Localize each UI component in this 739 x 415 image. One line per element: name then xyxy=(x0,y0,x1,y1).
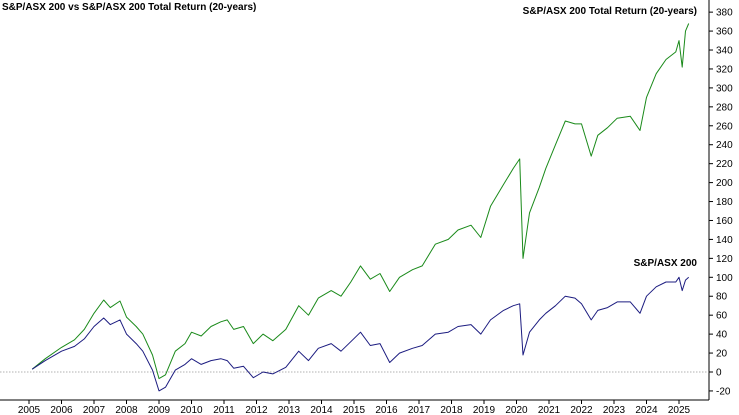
series-label-index: S&P/ASX 200 xyxy=(634,258,698,269)
x-tick-label: 2023 xyxy=(603,405,626,415)
x-tick-label: 2013 xyxy=(278,405,301,415)
series-line-index xyxy=(31,276,690,392)
y-tick-label: 320 xyxy=(716,64,733,75)
y-tick-label: 280 xyxy=(716,102,733,113)
y-tick-label: 340 xyxy=(716,46,733,57)
y-tick-label: 200 xyxy=(716,178,733,189)
x-tick-label: 2010 xyxy=(180,405,203,415)
series-lines xyxy=(31,23,690,392)
chart-title: S&P/ASX 200 vs S&P/ASX 200 Total Return … xyxy=(2,2,256,13)
y-tick-label: 220 xyxy=(716,159,733,170)
y-tick-label: 380 xyxy=(716,8,733,19)
x-tick-label: 2011 xyxy=(213,405,235,415)
y-tick-label: 0 xyxy=(716,368,722,379)
x-tick-label: 2009 xyxy=(148,405,171,415)
y-tick-label: 60 xyxy=(716,311,728,322)
y-tick-label: 140 xyxy=(716,235,733,246)
y-axis-ticks: -20 0 20 40 60 80 100 120 140 160 180 200 220 240 260 2… xyxy=(709,8,733,397)
x-tick-label: 2014 xyxy=(310,405,333,415)
y-tick-label: 120 xyxy=(716,254,733,265)
x-tick-label: 2006 xyxy=(50,405,73,415)
x-tick-label: 2021 xyxy=(538,405,561,415)
x-tick-label: 2016 xyxy=(375,405,398,415)
x-tick-label: 2018 xyxy=(440,405,463,415)
y-tick-label: 40 xyxy=(716,330,728,341)
x-axis-ticks: 2005 2006 2007 2008 2009 2010 2011 2012 2013 2014… xyxy=(18,400,691,415)
x-tick-label: 2012 xyxy=(245,405,268,415)
x-tick-label: 2017 xyxy=(408,405,431,415)
y-tick-label: 360 xyxy=(716,27,733,38)
x-tick-label: 2008 xyxy=(115,405,138,415)
y-tick-label: 80 xyxy=(716,292,728,303)
y-tick-label: -20 xyxy=(716,386,731,397)
y-tick-label: 180 xyxy=(716,197,733,208)
y-tick-label: 300 xyxy=(716,83,733,94)
y-tick-label: 100 xyxy=(716,273,733,284)
x-tick-label: 2019 xyxy=(473,405,496,415)
x-tick-label: 2020 xyxy=(505,405,528,415)
y-tick-label: 20 xyxy=(716,349,728,360)
x-tick-label: 2005 xyxy=(18,405,41,415)
y-tick-label: 160 xyxy=(716,216,733,227)
x-tick-label: 2024 xyxy=(635,405,658,415)
series-label-total-return: S&P/ASX 200 Total Return (20-years) xyxy=(523,6,697,17)
y-tick-label: 260 xyxy=(716,121,733,132)
y-tick-label: 240 xyxy=(716,140,733,151)
x-tick-label: 2015 xyxy=(343,405,366,415)
series-line-total-return xyxy=(31,23,690,380)
x-tick-label: 2022 xyxy=(570,405,593,415)
x-tick-label: 2025 xyxy=(668,405,691,415)
x-tick-label: 2007 xyxy=(83,405,106,415)
